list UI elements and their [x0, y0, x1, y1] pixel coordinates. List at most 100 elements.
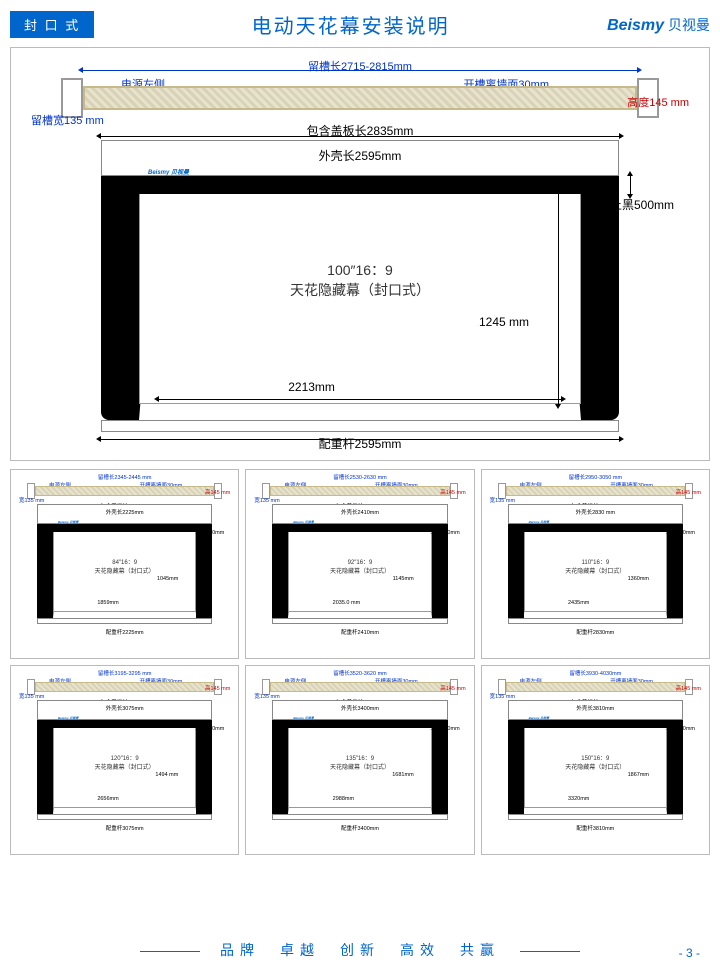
screen-black-top — [139, 176, 581, 194]
footer-text: 品牌 卓越 创新 高效 共赢 — [220, 942, 500, 958]
th-vh: 1494 mm — [155, 772, 178, 778]
page: 封 口 式 电动天花幕安装说明 Beismy 贝视曼 留槽长2715-2815m… — [0, 0, 720, 970]
thumb: 留槽长2950-3050 mm电源左侧开槽离墙面30mm宽135 mm高145 … — [481, 469, 710, 659]
th-slot-len: 留槽长3930-4030mm — [569, 669, 621, 677]
th-ratio: 135″16：9 — [330, 753, 390, 762]
th-shell-len: 外壳长2410mm — [341, 508, 379, 516]
th-black: 上黑300mm — [666, 724, 695, 732]
th-name: 天花隐藏幕（封口式） — [95, 762, 155, 771]
th-slot: 留槽长2345-2445 mm 电源左侧 开槽离墙面30mm 宽135 mm 高… — [27, 476, 222, 500]
cover-len-line — [101, 136, 619, 137]
th-black: 上黑500mm — [666, 528, 695, 536]
th-ratio: 84″16：9 — [95, 557, 155, 566]
thumbnail-grid: 留槽长2345-2445 mm 电源左侧 开槽离墙面30mm 宽135 mm 高… — [10, 469, 710, 855]
thumb: 留槽长2345-2445 mm 电源左侧 开槽离墙面30mm 宽135 mm 高… — [10, 469, 239, 659]
th-black: 上黑500mm — [195, 724, 224, 732]
thumb: 留槽长3930-4030mm电源左侧开槽离墙面30mm宽135 mm高145 m… — [481, 665, 710, 855]
th-vh: 1360mm — [628, 576, 649, 582]
th-slot-len: 留槽长2950-3050 mm — [569, 473, 623, 481]
slot-bar — [83, 86, 637, 110]
slot-width-label: 留槽宽135 mm — [31, 112, 104, 128]
th-vh: 1867mm — [628, 772, 649, 778]
th-height: 高145 mm — [205, 488, 230, 496]
th-slot-len: 留槽长2345-2445 mm — [98, 473, 152, 481]
th-height: 高145 mm — [676, 488, 701, 496]
th-weight-label: 配重杆2225mm — [106, 628, 144, 636]
th-name: 天花隐藏幕（封口式） — [565, 566, 625, 575]
view-h-label: 1245 mm — [479, 315, 529, 329]
th-shell-len: 外壳长3400mm — [341, 704, 379, 712]
brand-logo: Beismy 贝视曼 — [607, 15, 710, 35]
th-vw: 2435mm — [568, 600, 589, 606]
th-name: 天花隐藏幕（封口式） — [330, 566, 390, 575]
th-ratio: 92″16：9 — [330, 557, 390, 566]
th-weight-label: 配重杆3810mm — [576, 824, 614, 832]
screen-center-text: 100″16：9 天花隐藏幕（封口式） — [290, 260, 430, 300]
ratio-label: 100″16：9 — [290, 260, 430, 280]
th-slot-len: 留槽长3520-3620 mm — [333, 669, 387, 677]
logo-en: Beismy — [607, 17, 664, 35]
th-weight-label: 配重杆2830mm — [576, 628, 614, 636]
weight-bar — [101, 420, 619, 432]
th-slot-len: 留槽长2530-2630 mm — [333, 473, 387, 481]
th-black: 上黑500mm — [430, 528, 459, 536]
black-top-dim — [630, 176, 631, 194]
main-diagram: 留槽长2715-2815mm 电源左侧 开槽离墙面30mm 留槽宽135 mm … — [10, 47, 710, 461]
th-vh: 1145mm — [393, 576, 414, 582]
th-vh: 1681mm — [392, 772, 413, 778]
screen-side-left — [101, 176, 139, 420]
th-screen: 外壳长2225mmBeismy 贝视曼 上黑500mm 84″16：9天花隐藏幕… — [27, 504, 222, 634]
th-shell-len: 外壳长2830 mm — [576, 508, 615, 516]
th-weight-label: 配重杆3075mm — [106, 824, 144, 832]
th-vh: 1045mm — [157, 576, 178, 582]
th-name: 天花隐藏幕（封口式） — [330, 762, 390, 771]
screen-section: 包含盖板长2835mm 外壳长2595mm Beismy 贝视曼 上黑500mm… — [61, 140, 659, 450]
th-width: 宽135 mm — [19, 496, 44, 504]
th-slot-len: 留槽长3195-3295 mm — [98, 669, 152, 677]
logo-cn: 贝视曼 — [668, 15, 710, 35]
th-height: 高145 mm — [440, 488, 465, 496]
page-title: 电动天花幕安装说明 — [252, 10, 450, 39]
th-black: 上黑500mm — [430, 724, 459, 732]
header: 封 口 式 电动天花幕安装说明 Beismy 贝视曼 — [10, 10, 710, 39]
th-ratio: 150″16：9 — [565, 753, 625, 762]
th-name: 天花隐藏幕（封口式） — [565, 762, 625, 771]
view-w-label: 2213mm — [288, 380, 335, 394]
th-black: 上黑500mm — [195, 528, 224, 536]
th-width: 宽135 mm — [19, 692, 44, 700]
th-vw: 2656mm — [97, 796, 118, 802]
black-top-label: 上黑500mm — [610, 196, 674, 213]
th-width: 宽135 mm — [254, 692, 279, 700]
logo-tiny: Beismy 贝视曼 — [148, 167, 189, 176]
th-height: 高145 mm — [440, 684, 465, 692]
weight-bar-line — [101, 439, 619, 440]
th-name: 天花隐藏幕（封口式） — [95, 566, 155, 575]
footer: 品牌 卓越 创新 高效 共赢 — [0, 940, 720, 960]
th-vw: 3320mm — [568, 796, 589, 802]
height-label: 高度145 mm — [627, 94, 689, 110]
th-vw: 2035.0 mm — [333, 600, 361, 606]
th-shell-len: 外壳长3075mm — [106, 704, 144, 712]
shell-len-label: 外壳长2595mm — [319, 147, 402, 164]
view-h-line — [558, 194, 559, 404]
page-number: - 3 - — [679, 946, 700, 960]
shell-top: 外壳长2595mm Beismy 贝视曼 — [101, 140, 619, 176]
th-width: 宽135 mm — [490, 496, 515, 504]
th-shell-len: 外壳长2225mm — [106, 508, 144, 516]
th-ratio: 110″16：9 — [565, 557, 625, 566]
th-vw: 2988mm — [333, 796, 354, 802]
th-weight-label: 配重杆2410mm — [341, 628, 379, 636]
screen-name-label: 天花隐藏幕（封口式） — [290, 280, 430, 300]
thumb: 留槽长3195-3295 mm电源左侧开槽离墙面30mm宽135 mm高145 … — [10, 665, 239, 855]
view-w-line — [159, 399, 561, 400]
thumb: 留槽长3520-3620 mm电源左侧开槽离墙面30mm宽135 mm高145 … — [245, 665, 474, 855]
th-width: 宽135 mm — [490, 692, 515, 700]
th-shell-len: 外壳长3810mm — [576, 704, 614, 712]
th-ratio: 120″16：9 — [95, 753, 155, 762]
slot-section: 留槽长2715-2815mm 电源左侧 开槽离墙面30mm 留槽宽135 mm … — [61, 66, 659, 122]
th-height: 高145 mm — [205, 684, 230, 692]
th-vw: 1859mm — [97, 600, 118, 606]
footer-line-right — [520, 951, 580, 952]
category-tag: 封 口 式 — [10, 11, 94, 38]
footer-line-left — [140, 951, 200, 952]
